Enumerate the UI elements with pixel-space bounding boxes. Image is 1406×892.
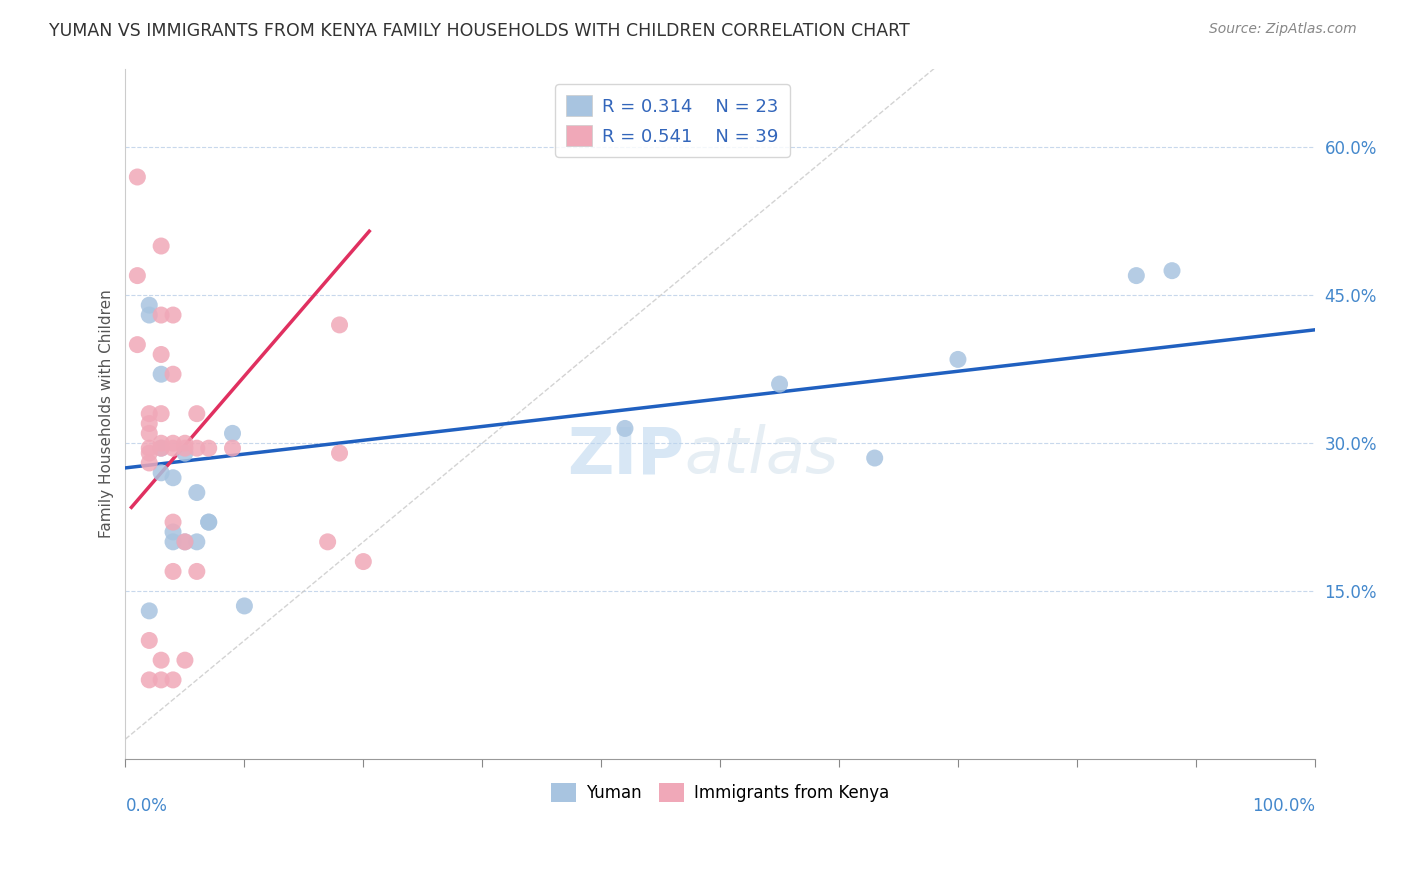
Point <box>174 446 197 460</box>
Point <box>138 407 160 421</box>
Point <box>138 456 160 470</box>
Point <box>138 308 160 322</box>
Point <box>138 417 160 431</box>
Point <box>162 524 184 539</box>
Point <box>197 515 219 529</box>
Point <box>352 555 374 569</box>
Point <box>233 599 256 613</box>
Point <box>162 515 184 529</box>
Point <box>150 308 173 322</box>
Point <box>174 534 197 549</box>
Point <box>221 441 243 455</box>
Point <box>150 466 173 480</box>
Point <box>221 426 243 441</box>
Legend: Yuman, Immigrants from Kenya: Yuman, Immigrants from Kenya <box>544 777 896 809</box>
Point <box>186 565 208 579</box>
Point <box>186 534 208 549</box>
Point <box>197 441 219 455</box>
Point <box>150 441 173 455</box>
Point <box>162 471 184 485</box>
Point <box>162 368 184 382</box>
Text: atlas: atlas <box>685 424 838 486</box>
Point <box>328 446 350 460</box>
Point <box>863 450 886 465</box>
Point <box>127 268 149 283</box>
Point <box>162 441 184 455</box>
Point <box>138 446 160 460</box>
Point <box>138 298 160 312</box>
Point <box>162 436 184 450</box>
Point <box>768 377 790 392</box>
Text: 0.0%: 0.0% <box>125 797 167 814</box>
Text: 100.0%: 100.0% <box>1251 797 1315 814</box>
Point <box>138 441 160 455</box>
Point <box>127 169 149 184</box>
Point <box>1125 268 1147 283</box>
Point <box>186 441 208 455</box>
Point <box>150 441 173 455</box>
Point <box>197 515 219 529</box>
Point <box>174 436 197 450</box>
Point <box>174 534 197 549</box>
Point <box>150 436 173 450</box>
Point <box>150 239 173 253</box>
Point <box>328 318 350 332</box>
Point <box>150 368 173 382</box>
Text: YUMAN VS IMMIGRANTS FROM KENYA FAMILY HOUSEHOLDS WITH CHILDREN CORRELATION CHART: YUMAN VS IMMIGRANTS FROM KENYA FAMILY HO… <box>49 22 910 40</box>
Point <box>150 673 173 687</box>
Point <box>150 407 173 421</box>
Point <box>162 308 184 322</box>
Point <box>174 441 197 455</box>
Point <box>186 407 208 421</box>
Text: ZIP: ZIP <box>568 424 685 486</box>
Point <box>613 421 636 435</box>
Point <box>946 352 969 367</box>
Y-axis label: Family Households with Children: Family Households with Children <box>100 289 114 538</box>
Point <box>138 604 160 618</box>
Point <box>162 534 184 549</box>
Point <box>138 673 160 687</box>
Point <box>138 633 160 648</box>
Point <box>174 653 197 667</box>
Text: Source: ZipAtlas.com: Source: ZipAtlas.com <box>1209 22 1357 37</box>
Point <box>1161 263 1184 277</box>
Point <box>186 485 208 500</box>
Point <box>316 534 339 549</box>
Point <box>162 565 184 579</box>
Point <box>150 347 173 361</box>
Point <box>150 653 173 667</box>
Point <box>162 673 184 687</box>
Point <box>138 426 160 441</box>
Point <box>127 337 149 351</box>
